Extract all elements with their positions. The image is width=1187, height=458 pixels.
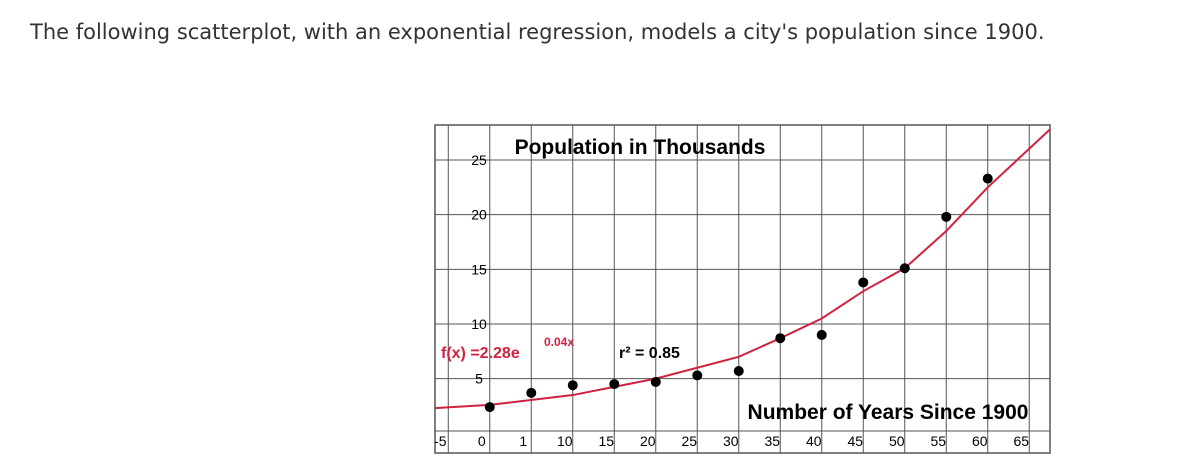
y-tick-label: 15 xyxy=(471,261,487,277)
equation: f(x) =2.28e xyxy=(441,345,520,362)
data-point xyxy=(733,366,744,376)
x-tick-label: 65 xyxy=(1013,433,1029,449)
x-tick-label: 30 xyxy=(723,433,739,449)
question: The following scatterplot, with an expon… xyxy=(30,20,1045,44)
data-point xyxy=(816,329,827,340)
x-axis-label: Number of Years Since 1900 xyxy=(748,401,1029,424)
data-point xyxy=(775,333,786,344)
data-point xyxy=(567,380,578,391)
plot-frame xyxy=(434,124,1051,454)
data-point xyxy=(692,370,703,381)
data-point xyxy=(858,277,869,288)
x-tick-label: 40 xyxy=(806,433,822,449)
x-tick-label: 45 xyxy=(847,433,863,449)
y-tick-label: 5 xyxy=(475,371,483,387)
data-point xyxy=(526,387,537,398)
x-tick-label: 1 xyxy=(519,433,527,449)
x-tick-label: 10 xyxy=(557,433,573,449)
x-tick-label: 0 xyxy=(478,433,486,449)
data-point xyxy=(484,402,495,413)
chart-title: Population in Thousands xyxy=(515,136,766,159)
x-tick-label: 35 xyxy=(764,433,780,449)
y-tick-label: 25 xyxy=(471,152,487,168)
x-tick-label: 25 xyxy=(681,433,697,449)
x-tick-label: 60 xyxy=(972,433,988,449)
regression-curve xyxy=(434,128,1051,410)
x-tick-label: 55 xyxy=(930,433,946,449)
y-tick-label: 10 xyxy=(471,316,487,332)
data-point xyxy=(650,376,661,387)
r-squared: r² = 0.85 xyxy=(619,345,680,362)
equation-exponent: 0.04x xyxy=(544,335,574,349)
y-tick-label: 20 xyxy=(471,207,487,223)
x-tick-label: 50 xyxy=(889,433,905,449)
data-point xyxy=(609,379,620,390)
data-point xyxy=(982,173,993,184)
data-point xyxy=(899,263,910,274)
x-tick-label: 15 xyxy=(598,433,614,449)
data-point xyxy=(941,211,952,222)
x-tick-label: -5 xyxy=(434,433,447,449)
x-tick-label: 20 xyxy=(640,433,656,449)
